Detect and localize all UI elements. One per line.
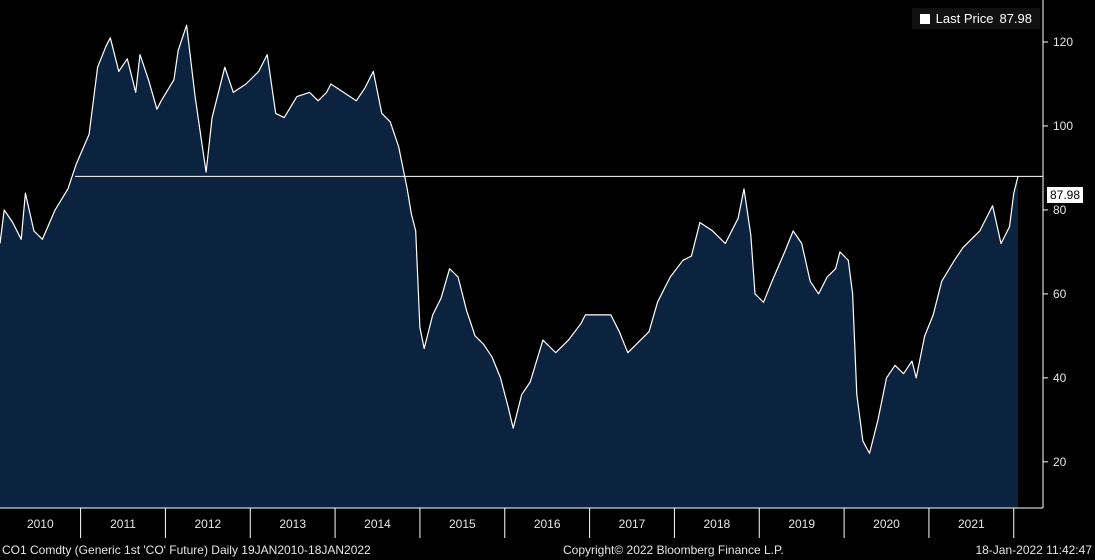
x-tick-label: 2020 xyxy=(873,517,900,531)
x-tick-label: 2017 xyxy=(619,517,646,531)
axes-layer: 20 40 60 80 100 120 2010 2011 2012 2013 2014 2015 20… xyxy=(0,0,1073,538)
price-area xyxy=(0,25,1018,508)
x-tick-label: 2016 xyxy=(534,517,561,531)
x-tick-label: 2011 xyxy=(110,517,136,531)
x-tick-label: 2015 xyxy=(449,517,476,531)
x-tick-label: 2010 xyxy=(27,517,54,531)
legend-swatch xyxy=(919,13,930,24)
y-tick-label: 80 xyxy=(1053,203,1067,217)
footer-timestamp: 18-Jan-2022 11:42:47 xyxy=(975,543,1092,557)
y-tick-label: 120 xyxy=(1053,35,1073,49)
x-tick-label: 2013 xyxy=(279,517,306,531)
y-tick-label: 60 xyxy=(1053,287,1067,301)
price-line xyxy=(0,24,1019,454)
x-tick-label: 2012 xyxy=(194,517,221,531)
legend-label: Last Price xyxy=(935,11,994,26)
y-tick-label: 40 xyxy=(1053,371,1067,385)
y-tick-label: 20 xyxy=(1053,455,1067,469)
footer-copyright: Copyright© 2022 Bloomberg Finance L.P. xyxy=(563,543,784,557)
x-tick-label: 2019 xyxy=(788,517,815,531)
price-area-layer xyxy=(0,24,1019,508)
chart-legend: Last Price 87.98 xyxy=(911,8,1040,29)
x-tick-label: 2014 xyxy=(364,517,391,531)
x-tick-label: 2021 xyxy=(958,517,985,531)
footer-security-info: CO1 Comdty (Generic 1st 'CO' Future) Dai… xyxy=(2,543,371,557)
last-price-tag: 87.98 xyxy=(1047,187,1084,203)
x-tick-label: 2018 xyxy=(703,517,730,531)
y-tick-label: 100 xyxy=(1053,119,1073,133)
legend-value: 87.98 xyxy=(999,11,1032,26)
